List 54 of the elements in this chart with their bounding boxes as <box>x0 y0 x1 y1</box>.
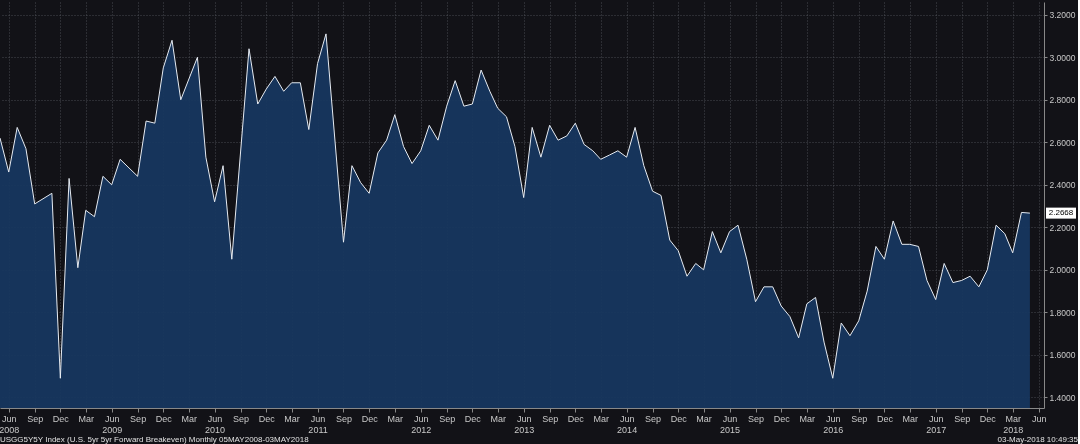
x-tick-label: Jun 2012 <box>411 413 432 435</box>
y-tick-label: 2.0000 <box>1049 265 1076 276</box>
x-tick-label: Jun <box>1031 413 1047 424</box>
x-tick-label: Sep <box>130 413 147 424</box>
x-tick-label: Sep <box>645 413 662 424</box>
x-tick-label: Sep <box>233 413 250 424</box>
x-tick-label: Mar <box>181 413 197 424</box>
y-tick-label: 1.6000 <box>1049 350 1076 361</box>
x-tick-label: Sep <box>27 413 44 424</box>
annotation: 2.2668 <box>1048 208 1074 218</box>
x-tick-label: Mar <box>78 413 94 424</box>
x-tick-label: Jun 2017 <box>926 413 947 435</box>
x-tick-label: Dec <box>52 413 70 424</box>
x-tick-label: Mar <box>284 413 300 424</box>
x-tick-label: Mar <box>387 413 404 424</box>
x-tick-label: Mar <box>902 413 919 424</box>
x-tick-label: Jun 2016 <box>823 413 844 435</box>
y-tick-label: 3.0000 <box>1049 52 1076 63</box>
x-tick-label: Dec <box>258 413 276 424</box>
x-tick-label: Mar <box>593 413 609 424</box>
y-tick-label: 3.2000 <box>1049 10 1076 21</box>
x-tick-label: Dec <box>670 413 688 424</box>
x-tick-label: Dec <box>773 413 791 424</box>
x-tick-label: Dec <box>876 413 894 424</box>
x-tick-label: Mar <box>696 413 712 424</box>
y-tick-label: 1.8000 <box>1049 307 1076 318</box>
x-tick-label: Jun 2008 <box>0 413 20 435</box>
y-tick-label: 2.8000 <box>1049 95 1076 106</box>
x-tick-label: Sep <box>335 413 352 424</box>
text: USGG5Y5Y Index (U.S. 5yr 5yr Forward Breakeven) Monthly 05MAY2008-03MAY2018 <box>0 435 310 444</box>
x-tick-label: Jun 2015 <box>720 413 741 435</box>
x-tick-label: Mar <box>799 413 816 424</box>
x-tick-label: Jun 2010 <box>205 413 226 435</box>
x-tick-label: Jun 2009 <box>102 413 123 435</box>
x-tick-label: Sep <box>439 413 456 424</box>
x-tick-label: Dec <box>361 413 379 424</box>
x-tick-label: Sep <box>954 413 971 424</box>
y-tick-label: 2.6000 <box>1049 137 1076 148</box>
x-tick-label: Mar <box>490 413 506 424</box>
x-tick-label: Jun 2014 <box>617 413 638 435</box>
x-tick-label: Jun 2011 <box>308 413 328 435</box>
x-tick-label: Dec <box>155 413 173 424</box>
x-tick-label: Dec <box>464 413 482 424</box>
x-tick-label: Dec <box>979 413 997 424</box>
y-tick-label: 2.2000 <box>1049 222 1076 233</box>
x-tick-label: Sep <box>542 413 559 424</box>
x-tick-label: Sep <box>748 413 765 424</box>
y-tick-label: 1.4000 <box>1049 392 1076 403</box>
y-tick-label: 2.4000 <box>1049 180 1076 191</box>
x-tick-label: Dec <box>567 413 585 424</box>
text: 03-May-2018 10:49:35 <box>997 435 1079 444</box>
x-tick-label: Sep <box>851 413 868 424</box>
x-tick-label: Jun 2013 <box>514 413 535 435</box>
x-tick-label: Mar 2018 <box>1003 413 1024 435</box>
